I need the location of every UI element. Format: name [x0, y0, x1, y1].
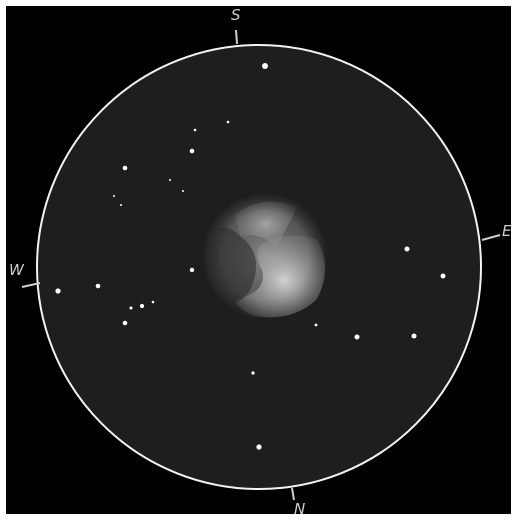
star	[169, 179, 171, 181]
east-tick	[481, 234, 501, 241]
planetary-nebula	[202, 193, 328, 319]
star	[113, 195, 115, 197]
star	[139, 303, 145, 309]
star	[314, 323, 318, 327]
star	[256, 444, 262, 450]
star	[95, 283, 101, 289]
west-tick	[21, 282, 41, 288]
west-label: W	[9, 261, 25, 279]
star	[189, 267, 195, 273]
south-tick	[235, 29, 238, 45]
south-label: S	[231, 6, 241, 24]
north-label: N	[294, 500, 305, 518]
star	[122, 320, 128, 326]
star	[404, 246, 410, 252]
star	[120, 204, 122, 206]
star	[251, 371, 255, 375]
field-stars	[55, 63, 446, 450]
east-label: E	[502, 222, 512, 240]
star	[193, 128, 197, 132]
direction-ticks	[21, 29, 501, 501]
star	[122, 165, 128, 171]
star	[354, 334, 360, 340]
star	[55, 288, 61, 294]
star	[151, 300, 155, 304]
star	[182, 190, 184, 192]
star	[440, 273, 446, 279]
star	[411, 333, 417, 339]
star	[189, 148, 195, 154]
star	[262, 63, 268, 69]
north-tick	[291, 487, 295, 501]
star	[129, 306, 133, 310]
star	[226, 120, 230, 124]
